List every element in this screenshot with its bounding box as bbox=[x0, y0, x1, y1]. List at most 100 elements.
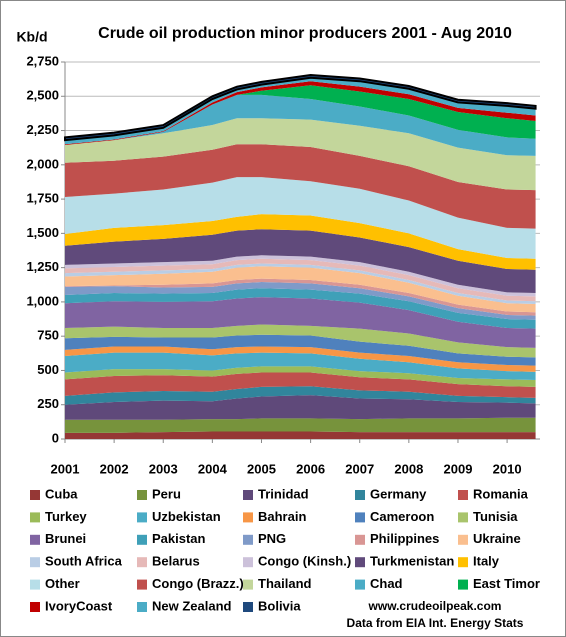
area bbox=[65, 214, 536, 270]
area bbox=[65, 282, 536, 320]
legend-swatch bbox=[137, 602, 147, 612]
legend-swatch bbox=[137, 512, 147, 523]
area bbox=[65, 85, 536, 145]
x-tick-label: 2005 bbox=[247, 461, 276, 476]
legend-swatch bbox=[243, 602, 253, 612]
legend-swatch bbox=[243, 512, 253, 523]
area bbox=[65, 255, 536, 297]
y-tick-label: 2,500 bbox=[26, 88, 59, 103]
x-tick-label: 2008 bbox=[394, 461, 423, 476]
x-tick-label: 2004 bbox=[198, 461, 228, 476]
y-tick-label: 2,750 bbox=[26, 53, 59, 68]
y-tick-label: 1,000 bbox=[26, 293, 59, 308]
area bbox=[65, 77, 536, 145]
x-tick-label: 2001 bbox=[51, 461, 80, 476]
legend-label: Cameroon bbox=[370, 509, 434, 524]
legend-swatch bbox=[30, 512, 40, 523]
legend-swatch bbox=[243, 579, 253, 590]
area bbox=[65, 144, 536, 229]
legend-swatch bbox=[458, 557, 468, 568]
legend-label: Other bbox=[45, 576, 80, 591]
y-tick-label: 0 bbox=[52, 430, 59, 445]
x-tick-label: 2006 bbox=[296, 461, 325, 476]
legend-swatch bbox=[137, 534, 147, 545]
legend-label: Trinidad bbox=[258, 486, 309, 501]
legend-swatch bbox=[243, 534, 253, 545]
legend-swatch bbox=[458, 579, 468, 590]
legend-label: Congo (Kinsh.) bbox=[258, 554, 351, 569]
legend-swatch bbox=[458, 490, 468, 500]
area bbox=[65, 431, 536, 439]
area bbox=[65, 346, 536, 372]
area bbox=[65, 263, 536, 304]
y-axis-label: Kb/d bbox=[16, 29, 47, 45]
y-tick-label: 1,500 bbox=[26, 225, 59, 240]
legend-label: Italy bbox=[473, 554, 500, 569]
legend-swatch bbox=[458, 534, 468, 545]
area bbox=[65, 258, 536, 302]
x-tick-label: 2007 bbox=[345, 461, 374, 476]
legend-label: PNG bbox=[258, 531, 286, 546]
legend-label: Ukraine bbox=[473, 531, 521, 546]
legend-label: Romania bbox=[473, 486, 529, 501]
y-tick-label: 2,250 bbox=[26, 122, 59, 137]
area bbox=[65, 297, 536, 348]
legend-label: Philippines bbox=[370, 531, 439, 546]
chart-title: Crude oil production minor producers 200… bbox=[98, 25, 512, 42]
legend-swatch bbox=[30, 557, 40, 568]
area bbox=[65, 395, 536, 420]
legend-label: Belarus bbox=[152, 554, 200, 569]
y-tick-label: 1,250 bbox=[26, 259, 59, 274]
area bbox=[65, 278, 536, 316]
legend-swatch bbox=[458, 512, 468, 523]
legend-label: Turkmenistan bbox=[370, 554, 454, 569]
y-tick-label: 750 bbox=[37, 328, 59, 343]
area bbox=[64, 74, 537, 142]
y-tick-label: 250 bbox=[37, 396, 59, 411]
legend-label: Germany bbox=[370, 486, 427, 501]
legend-label: Thailand bbox=[258, 576, 312, 591]
legend-label: South Africa bbox=[45, 554, 123, 569]
area bbox=[65, 177, 536, 259]
area bbox=[65, 417, 536, 433]
legend-swatch bbox=[30, 579, 40, 590]
area bbox=[65, 81, 536, 145]
legend-swatch bbox=[355, 557, 365, 568]
legend-swatch bbox=[30, 490, 40, 500]
y-tick-label: 1,750 bbox=[26, 191, 59, 206]
x-tick-label: 2010 bbox=[493, 461, 522, 476]
area bbox=[65, 266, 536, 313]
legend-label: IvoryCoast bbox=[45, 598, 113, 613]
x-tick-label: 2009 bbox=[444, 461, 473, 476]
area bbox=[65, 229, 536, 293]
x-tick-label: 2002 bbox=[100, 461, 129, 476]
legend-swatch bbox=[355, 490, 365, 500]
legend-label: New Zealand bbox=[152, 598, 232, 613]
area bbox=[65, 366, 536, 387]
legend-label: Turkey bbox=[45, 509, 87, 524]
area bbox=[65, 334, 536, 366]
legend-swatch bbox=[137, 490, 147, 500]
area bbox=[65, 386, 536, 405]
legend-swatch bbox=[137, 557, 147, 568]
legend-swatch bbox=[30, 534, 40, 545]
legend-label: Pakistan bbox=[152, 531, 206, 546]
area bbox=[65, 352, 536, 381]
y-tick-label: 2,000 bbox=[26, 156, 59, 171]
area bbox=[65, 94, 536, 156]
legend-label: Peru bbox=[152, 486, 181, 501]
legend-swatch bbox=[355, 534, 365, 545]
legend-swatch bbox=[30, 602, 40, 612]
legend-swatch bbox=[355, 579, 365, 590]
legend-label: Uzbekistan bbox=[152, 509, 221, 524]
area bbox=[65, 118, 536, 191]
x-tick-label: 2003 bbox=[149, 461, 178, 476]
legend-label: East Timor bbox=[473, 576, 540, 591]
area bbox=[65, 324, 536, 358]
legend-label: Chad bbox=[370, 576, 403, 591]
legend-label: Congo (Brazz.) bbox=[152, 576, 244, 591]
legend-swatch bbox=[243, 490, 253, 500]
legend-swatch bbox=[243, 557, 253, 568]
legend-label: Cuba bbox=[45, 486, 78, 501]
